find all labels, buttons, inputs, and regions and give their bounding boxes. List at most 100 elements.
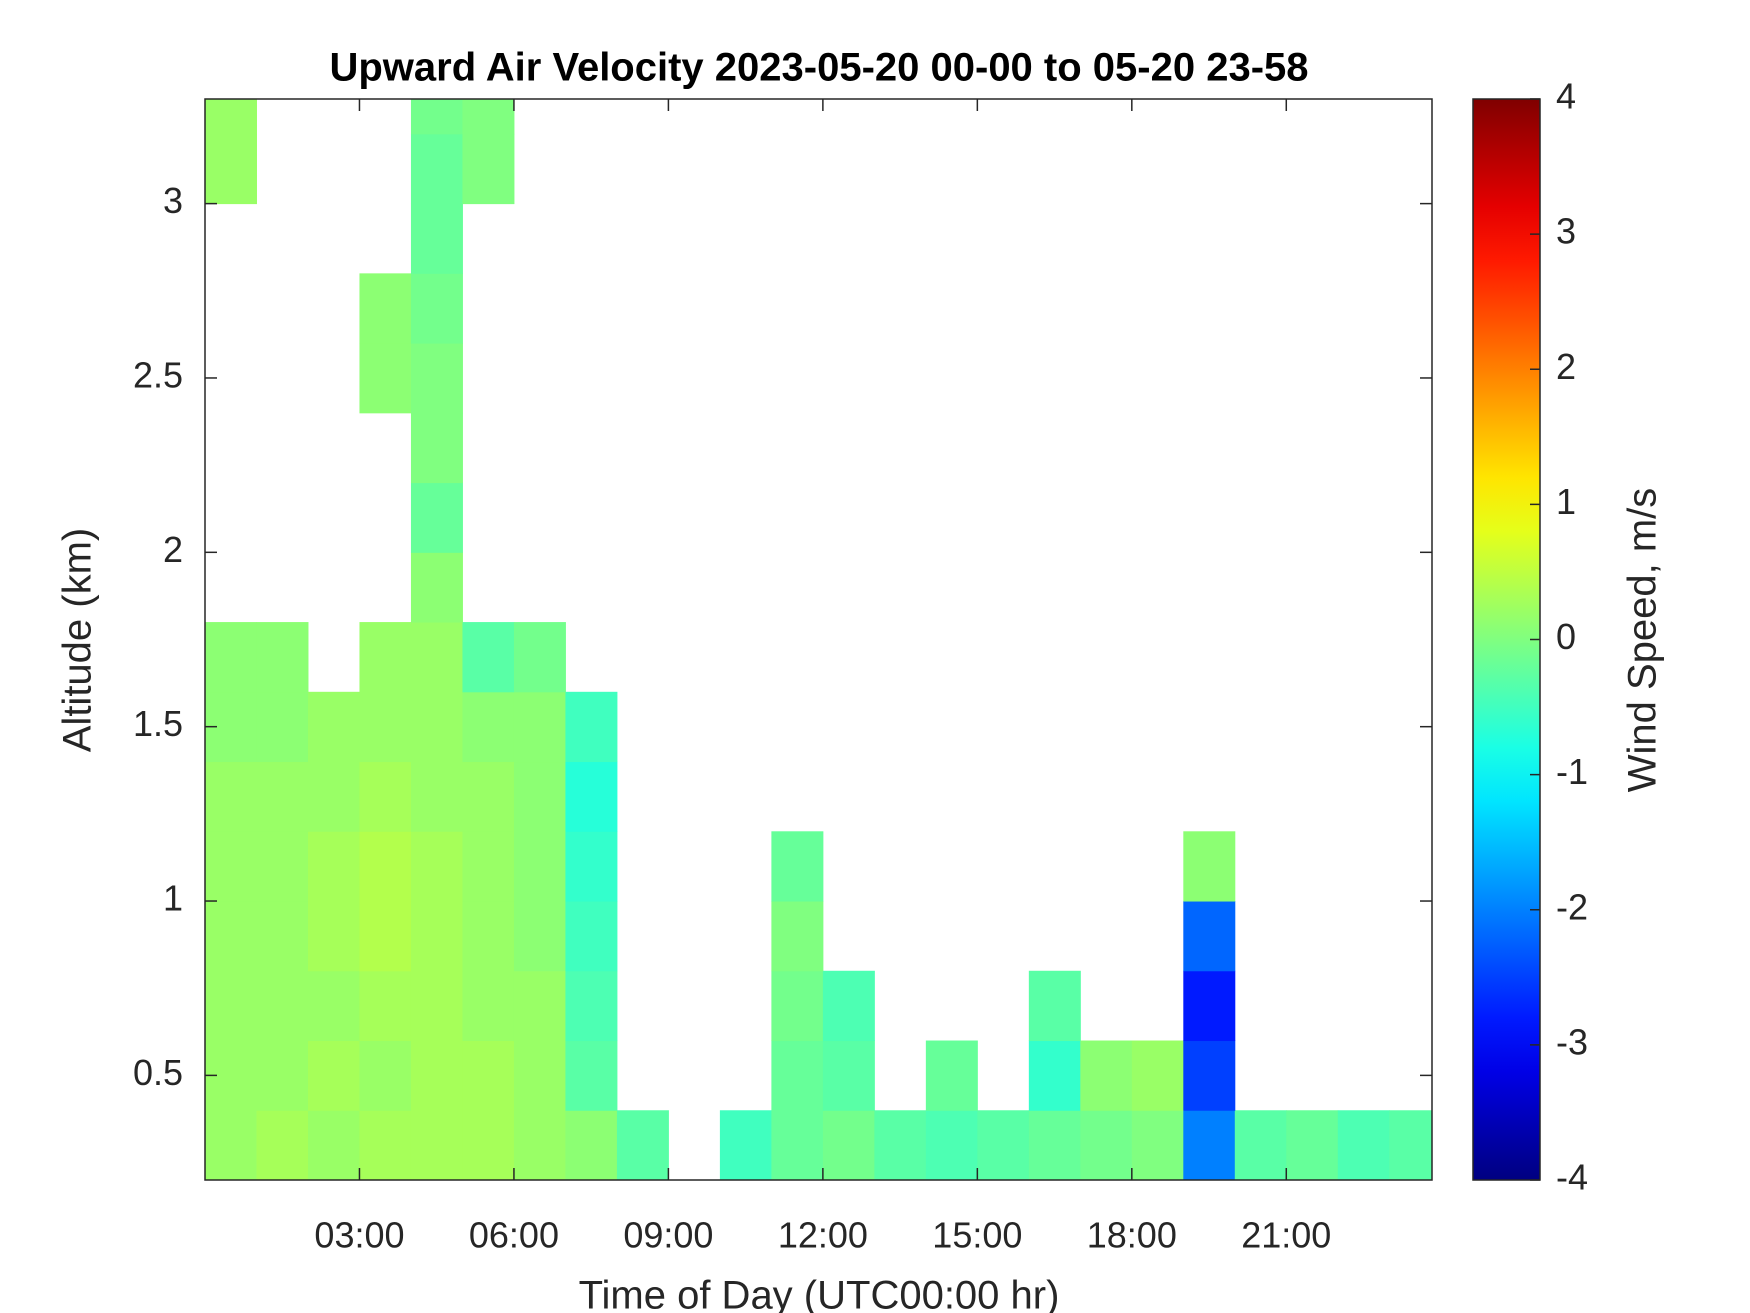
heat-cell xyxy=(462,831,515,902)
heat-cell xyxy=(565,831,618,902)
heat-cell xyxy=(359,1110,412,1180)
heat-cell xyxy=(1131,1110,1184,1180)
y-tick-label: 2.5 xyxy=(133,354,183,395)
heat-cell xyxy=(513,1110,566,1180)
heat-cell xyxy=(925,1110,978,1180)
x-tick-label: 12:00 xyxy=(778,1215,868,1256)
heat-cell xyxy=(462,99,515,135)
heat-cell xyxy=(205,133,257,205)
heat-cell xyxy=(256,1040,309,1111)
heat-cell xyxy=(410,1110,463,1180)
heat-cell xyxy=(565,1040,618,1111)
heat-cell xyxy=(462,622,515,693)
heat-cell xyxy=(410,970,463,1042)
heat-cell xyxy=(256,970,309,1042)
x-tick-label: 15:00 xyxy=(932,1215,1022,1256)
heat-cell xyxy=(565,970,618,1042)
colorbar-tick-label: 4 xyxy=(1556,76,1576,117)
colorbar-tick-label: -1 xyxy=(1556,751,1588,792)
x-tick-label: 03:00 xyxy=(314,1215,404,1256)
heat-cell xyxy=(359,761,412,832)
heat-cell xyxy=(1080,1040,1133,1111)
heat-cell xyxy=(565,901,618,972)
y-tick-label: 0.5 xyxy=(133,1052,183,1093)
heat-cell xyxy=(410,99,463,135)
heat-cell xyxy=(565,1110,618,1180)
heat-cell xyxy=(771,970,824,1042)
heat-cell xyxy=(359,343,412,414)
heat-cell xyxy=(205,622,257,693)
colorbar-tick-label: -3 xyxy=(1556,1021,1588,1062)
heat-cell xyxy=(462,1110,515,1180)
heat-cell xyxy=(307,901,360,972)
heat-cell xyxy=(307,1110,360,1180)
heat-cell xyxy=(925,1040,978,1111)
heat-cell xyxy=(410,1040,463,1111)
heat-cell xyxy=(1234,1110,1287,1180)
heat-cell xyxy=(565,691,618,763)
heat-cell xyxy=(256,622,309,693)
heat-cell xyxy=(719,1110,772,1180)
heat-cell xyxy=(1028,970,1081,1042)
heat-cell xyxy=(1183,1040,1236,1111)
colorbar-tick-label: 2 xyxy=(1556,346,1576,387)
heat-cell xyxy=(410,552,463,623)
x-tick-label: 06:00 xyxy=(469,1215,559,1256)
heat-cell xyxy=(1080,1110,1133,1180)
heat-cell xyxy=(1183,901,1236,972)
heat-cell xyxy=(462,901,515,972)
heat-cell xyxy=(822,1040,875,1111)
heat-cell xyxy=(1183,970,1236,1042)
heat-cell xyxy=(513,1040,566,1111)
heat-cell xyxy=(513,622,566,693)
heatmap xyxy=(205,99,1432,1180)
heat-cell xyxy=(410,691,463,763)
heat-cell xyxy=(307,970,360,1042)
heat-cell xyxy=(410,343,463,414)
heat-cell xyxy=(616,1110,669,1180)
heat-cell xyxy=(307,691,360,763)
heat-cell xyxy=(410,273,463,344)
plot-frame xyxy=(204,98,1433,1181)
heat-cell xyxy=(462,133,515,205)
heat-cell xyxy=(256,831,309,902)
heat-cell xyxy=(410,482,463,553)
heat-cell xyxy=(410,761,463,832)
heat-cell xyxy=(771,1040,824,1111)
heat-cell xyxy=(1286,1110,1339,1180)
colorbar-label: Wind Speed, m/s xyxy=(1621,488,1665,793)
heat-cell xyxy=(256,691,309,763)
heat-cell xyxy=(256,901,309,972)
heat-cell xyxy=(874,1110,927,1180)
y-tick-label: 3 xyxy=(163,180,183,221)
x-tick-label: 18:00 xyxy=(1087,1215,1177,1256)
heat-cell xyxy=(256,761,309,832)
heat-cell xyxy=(359,273,412,344)
heat-cell xyxy=(359,901,412,972)
heat-cell xyxy=(513,691,566,763)
chart-title: Upward Air Velocity 2023-05-20 00-00 to … xyxy=(329,46,1308,90)
heat-cell xyxy=(1183,831,1236,902)
heat-cell xyxy=(977,1110,1030,1180)
heat-cell xyxy=(462,761,515,832)
heat-cell xyxy=(359,1040,412,1111)
heat-cell xyxy=(359,970,412,1042)
heat-cell xyxy=(771,1110,824,1180)
heat-cell xyxy=(513,970,566,1042)
heat-cell xyxy=(205,761,257,832)
heat-cell xyxy=(462,970,515,1042)
colorbar-tick-label: 0 xyxy=(1556,616,1576,657)
heat-cell xyxy=(205,99,257,135)
heat-cell xyxy=(1028,1110,1081,1180)
heat-cell xyxy=(822,1110,875,1180)
y-tick-label: 2 xyxy=(163,529,183,570)
x-tick-label: 21:00 xyxy=(1241,1215,1331,1256)
heat-cell xyxy=(1183,1110,1236,1180)
heat-cell xyxy=(1131,1040,1184,1111)
heat-cell xyxy=(771,831,824,902)
heat-cell xyxy=(410,622,463,693)
heat-cell xyxy=(359,691,412,763)
heat-cell xyxy=(410,901,463,972)
heat-cell xyxy=(1028,1040,1081,1111)
heat-cell xyxy=(822,970,875,1042)
